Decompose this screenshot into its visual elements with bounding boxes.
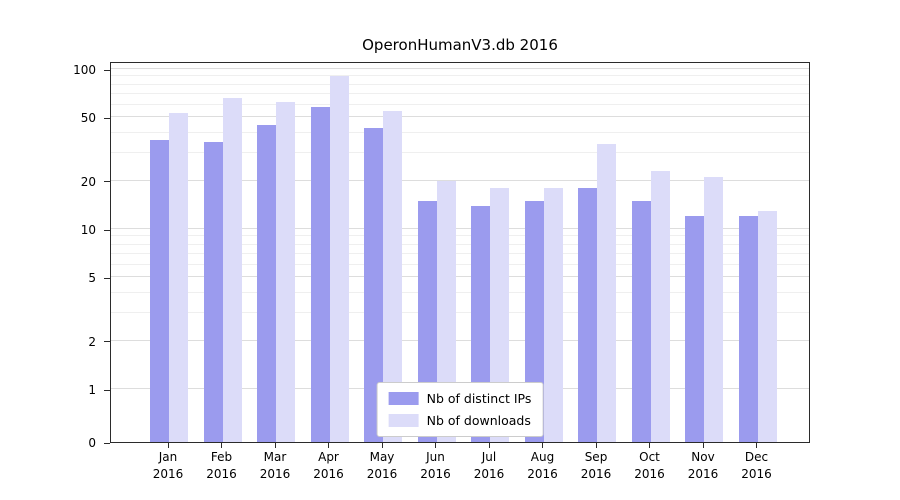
legend-label-downloads: Nb of downloads [426,413,531,428]
y-tick-mark [104,277,110,279]
y-tick-mark [104,442,110,444]
bar-distinct-ips [364,127,383,442]
bar-distinct-ips [738,216,758,442]
legend-item-downloads: Nb of downloads [388,413,532,428]
x-tick-label: Mar 2016 [259,450,291,481]
gridline-minor [111,103,809,105]
x-tick-mark [435,443,436,448]
gridline-minor [111,263,809,265]
bar-downloads [222,97,242,442]
gridline-minor [111,243,809,245]
y-tick-label: 50 [80,111,96,126]
x-tick-mark [167,443,169,448]
x-tick-label: Sep 2016 [580,450,612,481]
bar-downloads [597,143,616,442]
bar-downloads [757,210,777,442]
gridline-major [111,228,809,229]
x-tick-label: Aug 2016 [527,450,558,481]
x-tick-mark [756,443,757,448]
x-tick-mark [328,443,329,448]
y-tick-label: 5 [88,271,96,286]
x-tick-label: Apr 2016 [313,450,344,481]
x-tick-label: Feb 2016 [206,450,237,481]
gridline-major [111,339,809,341]
x-tick-mark [649,443,650,448]
x-tick-mark [702,443,704,448]
bar-distinct-ips [524,200,544,442]
x-tick-mark [488,443,490,448]
y-tick-mark [104,117,110,119]
gridline-minor [111,291,809,293]
plot-area: Nb of distinct IPs Nb of downloads [110,62,810,443]
bar-distinct-ips [685,216,704,442]
gridline-minor [111,252,809,254]
bar-downloads [543,188,563,442]
legend-label-distinct-ips: Nb of distinct IPs [426,391,532,406]
legend-swatch-downloads-icon [388,414,419,427]
x-tick-label: May 2016 [366,450,398,481]
gridline-major [111,68,809,69]
gridline-minor [111,151,809,153]
bar-distinct-ips [257,124,276,442]
y-tick-label: 20 [80,174,96,189]
bar-distinct-ips [417,200,437,442]
gridline-minor [111,75,809,77]
x-tick-mark [542,443,543,448]
y-tick-label: 2 [88,334,96,349]
y-tick-mark [104,69,110,71]
bar-distinct-ips [631,200,651,442]
legend-swatch-distinct-ips-icon [388,392,419,405]
chart-title: OperonHumanV3.db 2016 [362,36,558,54]
bar-distinct-ips [310,106,330,442]
x-tick-mark [274,443,276,448]
x-tick-label: Jan 2016 [152,450,184,481]
y-tick-mark [104,389,110,391]
y-tick-label: 1 [88,383,96,397]
x-tick-label: Jul 2016 [473,450,505,481]
x-tick-mark [221,443,222,448]
bar-downloads [169,113,188,442]
y-tick-label: 10 [80,223,96,237]
x-tick-mark [595,443,597,448]
y-tick-mark [104,181,110,183]
bar-downloads [383,110,402,442]
x-tick-label: Nov 2016 [687,450,719,481]
x-tick-label: Dec 2016 [741,450,772,481]
bar-downloads [650,171,670,442]
bar-downloads [490,188,509,442]
bar-downloads [276,102,295,442]
gridline-major [111,276,809,278]
legend-item-distinct-ips: Nb of distinct IPs [388,391,532,406]
gridline-major [111,179,809,181]
gridline-minor [111,235,809,237]
y-tick-mark [104,229,110,231]
gridline-major [111,116,809,118]
x-tick-label: Oct 2016 [634,450,665,481]
bar-distinct-ips [150,140,169,442]
bar-distinct-ips [578,188,597,442]
bar-downloads [704,177,723,442]
bar-downloads [436,180,456,442]
gridline-minor [111,83,809,85]
y-tick-label: 0 [88,436,96,450]
legend: Nb of distinct IPs Nb of downloads [376,382,544,437]
gridline-minor [111,131,809,133]
bar-downloads [329,76,349,442]
gridline-minor [111,92,809,94]
bar-distinct-ips [203,141,223,442]
y-tick-label: 100 [73,63,96,77]
gridline-minor [111,311,809,313]
x-tick-mark [381,443,383,448]
y-tick-mark [104,341,110,343]
x-tick-label: Jun 2016 [420,450,451,481]
